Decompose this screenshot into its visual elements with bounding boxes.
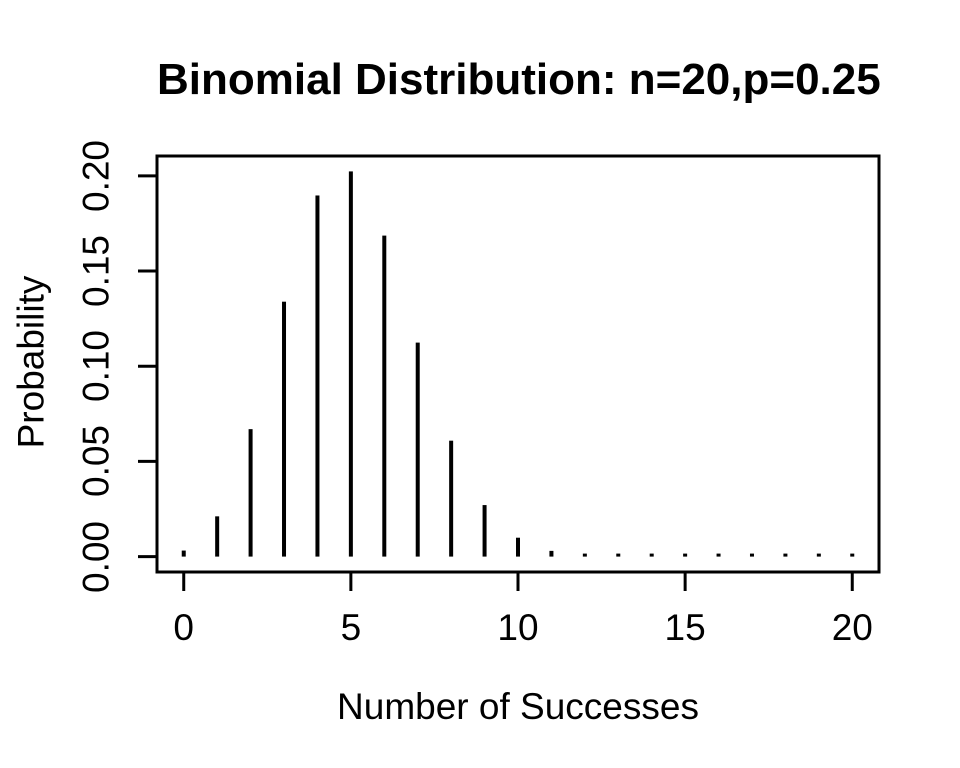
plot-border [155,154,881,574]
probability-spike [482,505,487,557]
probability-spike [816,553,821,557]
y-tick-label: 0.20 [75,139,117,212]
probability-spike [716,553,721,557]
x-tick-label: 10 [497,607,539,648]
y-tick-label: 0.05 [75,425,117,498]
y-tick-label: 0.10 [75,330,117,403]
chart-title: Binomial Distribution: n=20,p=0.25 [157,55,881,104]
probability-spike [516,537,520,557]
probability-spike [783,553,788,557]
y-tick-label: 0.15 [75,234,117,308]
probability-spike [582,553,587,557]
probability-spike [415,342,420,557]
y-axis-title: Probability [10,275,52,449]
probability-spike [449,440,454,557]
probability-spike [616,553,621,557]
probability-spike [749,553,754,557]
probability-spike [282,301,287,557]
x-tick-label: 20 [831,607,873,648]
probability-spike [850,553,855,557]
x-axis-title: Number of Successes [337,686,699,727]
probability-spike [649,553,654,557]
y-tick-label: 0.00 [75,520,117,593]
x-tick-label: 0 [173,607,194,648]
probability-spike [215,516,220,557]
probability-spike [248,429,253,557]
probability-spike [549,550,554,557]
probability-spike [181,550,186,557]
probability-spike [315,195,320,557]
probability-spike [348,171,353,557]
x-tick-label: 5 [340,607,362,648]
probability-spike [683,553,688,557]
probability-spike [382,235,387,557]
x-tick-label: 15 [664,607,706,648]
